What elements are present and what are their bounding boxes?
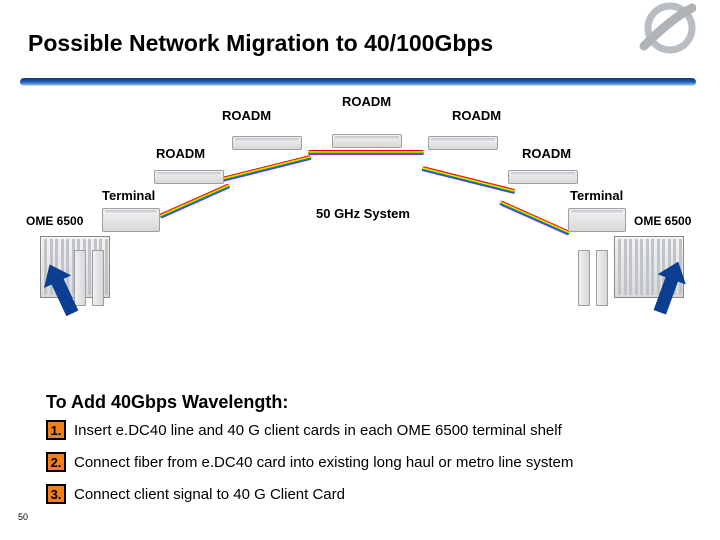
- wdm-link: [308, 150, 424, 155]
- instruction-step: 3. Connect client signal to 40 G Client C…: [46, 484, 686, 504]
- wdm-link: [421, 166, 515, 194]
- step-text: Connect fiber from e.DC40 card into exis…: [74, 454, 573, 471]
- instructions-list: 1. Insert e.DC40 line and 40 G client car…: [46, 420, 686, 516]
- wdm-link: [159, 183, 230, 218]
- roadm-device: [232, 136, 302, 150]
- instruction-step: 2. Connect fiber from e.DC40 card into ex…: [46, 452, 686, 472]
- roadm-label-mid-left: ROADM: [156, 146, 205, 161]
- line-card: [596, 250, 608, 306]
- ome-label-left: OME 6500: [26, 214, 83, 228]
- roadm-label-top-left: ROADM: [222, 108, 271, 123]
- roadm-device: [332, 134, 402, 148]
- wdm-link: [499, 200, 570, 235]
- terminal-device: [568, 208, 626, 232]
- roadm-label-mid-right: ROADM: [522, 146, 571, 161]
- instructions-heading: To Add 40Gbps Wavelength:: [46, 392, 288, 413]
- roadm-label-top-right: ROADM: [452, 108, 501, 123]
- ome-label-right: OME 6500: [634, 214, 691, 228]
- center-system-label: 50 GHz System: [316, 206, 410, 221]
- page-number: 50: [18, 512, 28, 522]
- step-number-badge: 1.: [46, 420, 66, 440]
- line-card: [92, 250, 104, 306]
- line-card: [74, 250, 86, 306]
- terminal-label-left: Terminal: [102, 188, 155, 203]
- line-card: [578, 250, 590, 306]
- step-text: Insert e.DC40 line and 40 G client cards…: [74, 422, 562, 439]
- roadm-label-top-center: ROADM: [342, 94, 391, 109]
- roadm-device: [154, 170, 224, 184]
- roadm-device: [428, 136, 498, 150]
- step-number-badge: 2.: [46, 452, 66, 472]
- terminal-device: [102, 208, 160, 232]
- step-text: Connect client signal to 40 G Client Car…: [74, 486, 345, 503]
- page-title: Possible Network Migration to 40/100Gbps: [28, 30, 493, 57]
- wdm-link: [217, 155, 311, 183]
- instruction-step: 1. Insert e.DC40 line and 40 G client car…: [46, 420, 686, 440]
- title-accent-bar: [20, 78, 696, 86]
- step-number-badge: 3.: [46, 484, 66, 504]
- terminal-label-right: Terminal: [570, 188, 623, 203]
- roadm-device: [508, 170, 578, 184]
- network-diagram: ROADM ROADM ROADM ROADM ROADM Terminal T…: [22, 92, 698, 310]
- company-logo-icon: [632, 0, 696, 62]
